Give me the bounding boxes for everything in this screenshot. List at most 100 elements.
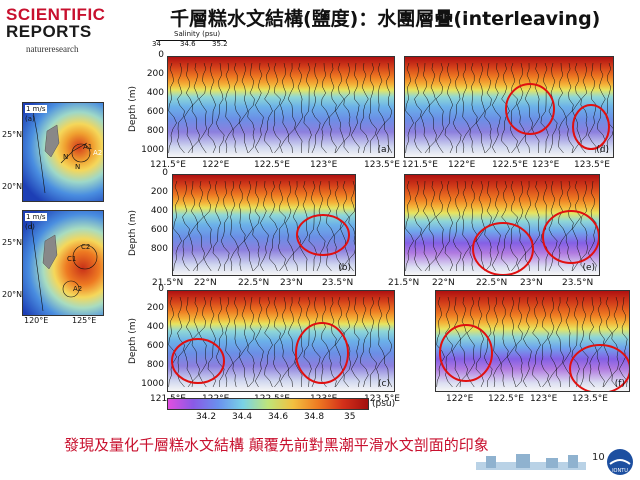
map-lat-tick: 25°N [2, 130, 23, 139]
salinity-profile-line [475, 296, 484, 388]
x-tick: 23.5°N [322, 278, 354, 288]
journal-logo-line1: SCIENTIFIC [6, 5, 106, 24]
interleaving-highlight-circle [572, 104, 610, 150]
salinity-profile-line [509, 180, 518, 272]
salinity-profile-line [540, 62, 549, 154]
salinity-profile-line [462, 180, 471, 272]
depth-tick: 1000 [141, 145, 164, 155]
salinity-profile-line [452, 62, 462, 154]
slide-title: 千層糕水文結構(鹽度)：水團層疊(interleaving) [170, 8, 601, 30]
salinity-profile-line [272, 62, 281, 154]
salinity-profile-line [420, 180, 430, 272]
salinity-profile-line [571, 296, 580, 388]
salinity-profile-line [215, 296, 225, 388]
salinity-profile-line [285, 180, 294, 272]
salinity-profile-line [501, 62, 510, 154]
salinity-profile-line [252, 180, 260, 272]
salinity-profile-line [515, 296, 523, 388]
salinity-profile-line [348, 180, 355, 272]
salinity-profile-line [237, 180, 246, 272]
isoline-layer [168, 296, 393, 388]
salinity-profile-line [280, 296, 289, 388]
map-lat-tick: 20°N [2, 290, 23, 299]
salinity-profile-line [239, 296, 249, 388]
salinity-profile-line [168, 296, 177, 388]
page-number: 10 [592, 452, 605, 463]
depth-tick: 800 [150, 244, 168, 254]
depth-tick: 1000 [141, 379, 164, 389]
salinity-profile-line [532, 296, 541, 388]
salinity-profile-line [587, 62, 597, 154]
isoline-layer [173, 180, 355, 272]
salinity-profile-line [509, 62, 518, 154]
salinity-profile-line [589, 296, 598, 388]
x-tick: 123°E [532, 160, 560, 170]
building-illustration [476, 452, 586, 472]
salinity-profile-line [239, 62, 249, 154]
publisher-name: natureresearch [26, 44, 79, 54]
map-scale: 1 m/s [25, 213, 47, 221]
x-tick: 123°E [530, 394, 558, 404]
salinity-profile-line [264, 62, 273, 154]
salinity-profile-line [572, 180, 582, 272]
salinity-profile-line [350, 62, 360, 154]
salinity-profile-line [183, 296, 193, 388]
salinity-profile-line [328, 296, 337, 388]
map-label: N [75, 163, 81, 171]
depth-tick: 800 [146, 126, 164, 136]
salinity-profile-line [343, 62, 351, 154]
interleaving-highlight-circle [439, 324, 493, 382]
salinity-section-e: (e) [404, 174, 600, 276]
map-lat-tick: 25°N [2, 238, 23, 247]
x-tick: 23°N [280, 278, 303, 288]
depth-axis-label: Depth (m) [128, 317, 138, 364]
salinity-profile-line [531, 62, 541, 154]
salinity-profile-line [368, 62, 377, 154]
depth-tick: 800 [146, 360, 164, 370]
salinity-profile-line [540, 296, 549, 388]
salinity-profile-line [247, 296, 255, 388]
x-tick: 22.5°N [476, 278, 508, 288]
salinity-profile-line [459, 296, 468, 388]
x-tick: 123.5°E [574, 160, 610, 170]
salinity-profile-line [311, 296, 321, 388]
x-tick: 122°E [448, 160, 476, 170]
salinity-profile-line [466, 296, 475, 388]
salinity-profile-line [558, 62, 567, 154]
salinity-profile-line [287, 296, 296, 388]
salinity-profile-line [491, 180, 501, 272]
salinity-profile-line [596, 296, 605, 388]
salinity-profile-line [384, 62, 393, 154]
map-panel-label: (d) [25, 223, 35, 231]
x-tick: 23.5°N [562, 278, 594, 288]
salinity-profile-line [326, 180, 335, 272]
depth-tick: 400 [146, 88, 164, 98]
salinity-profile-line [428, 180, 437, 272]
salinity-profile-line [333, 180, 342, 272]
salinity-profile-line [476, 62, 486, 154]
salinity-profile-line [493, 296, 502, 388]
colorbar-tick: 34.8 [304, 412, 325, 422]
salinity-profile-line [328, 62, 337, 154]
colorbar-tick: 35 [344, 412, 356, 422]
salinity-profile-line [177, 62, 185, 154]
colorbar-tick: 34.6 [268, 412, 289, 422]
salinity-profile-line [335, 62, 345, 154]
salinity-profile-line [405, 62, 414, 154]
salinity-profile-line [198, 62, 207, 154]
map-label: C2 [81, 243, 91, 251]
salinity-profile-line [316, 180, 326, 272]
depth-tick: 200 [150, 187, 168, 197]
salinity-profile-line [469, 62, 478, 154]
salinity-profile-line [272, 296, 281, 388]
isoline-layer [405, 180, 599, 275]
salinity-tick: 35.2 [212, 40, 228, 48]
salinity-axis: Salinity (psu) 34 34.6 35.2 [152, 30, 232, 48]
x-ticks-row2: 21.5°N 22°N 22.5°N 23°N 23.5°N 21.5°N 22… [152, 278, 622, 290]
slide-footer: 發現及量化千層糕水文結構 顛覆先前對黑潮平滑水文剖面的印象 [64, 436, 489, 454]
interleaving-highlight-circle [171, 338, 225, 384]
salinity-profile-line [435, 62, 444, 154]
interleaving-highlight-circle [542, 210, 599, 264]
salinity-profile-line [531, 180, 541, 272]
depth-ticks-row2: 0 200 400 600 800 [140, 168, 170, 278]
